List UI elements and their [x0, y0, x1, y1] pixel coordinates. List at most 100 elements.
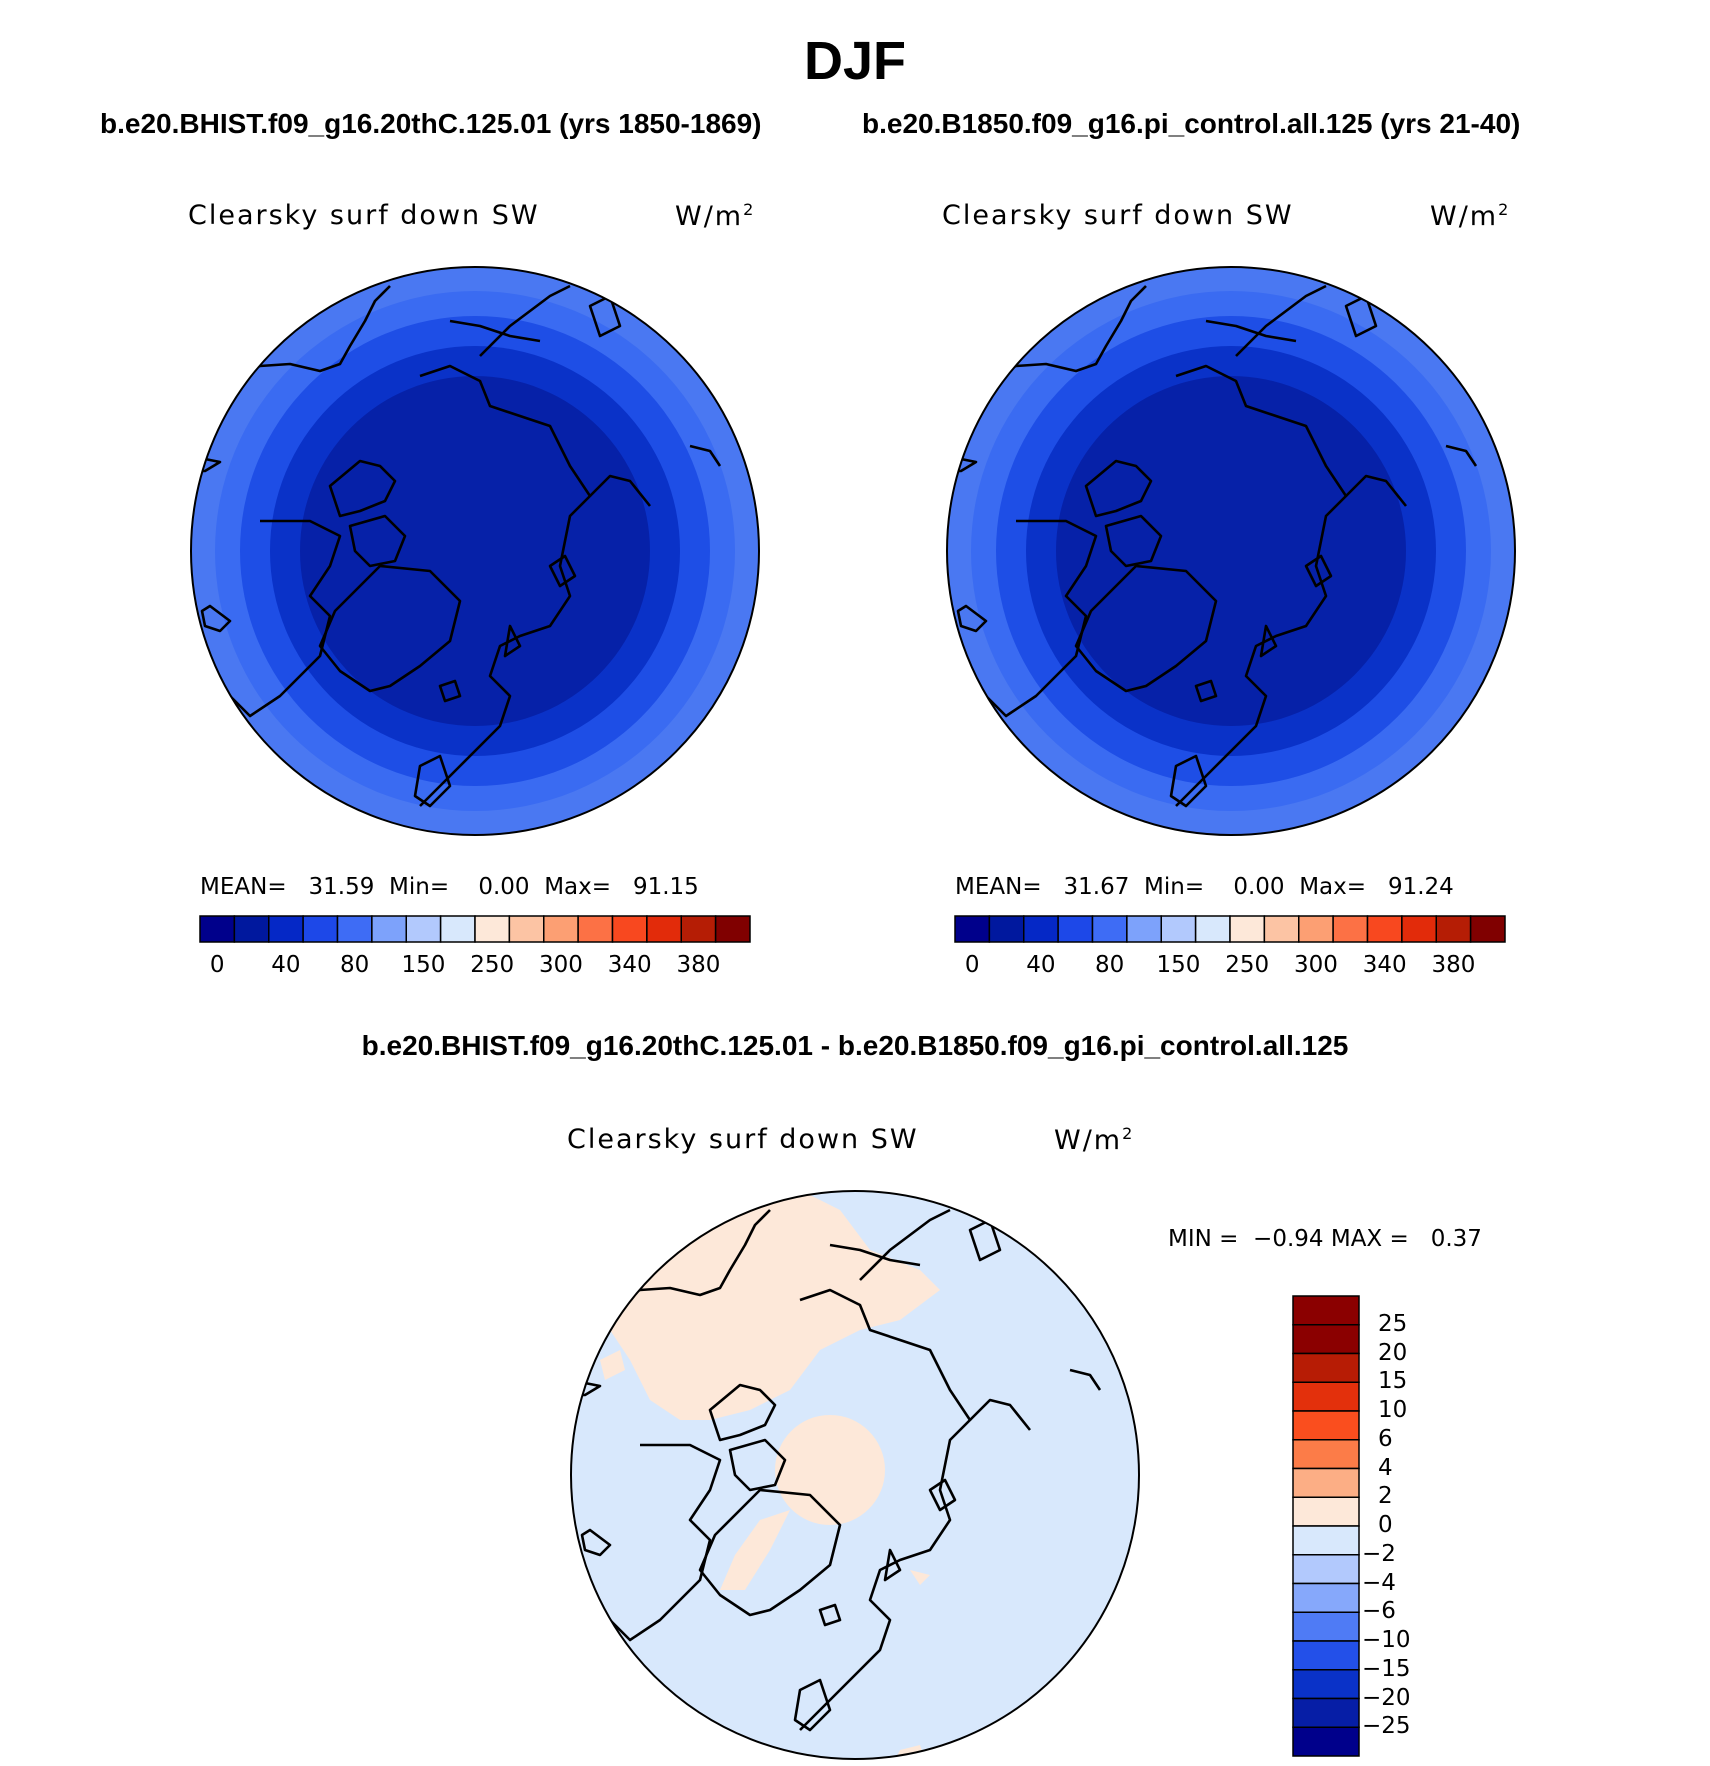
positive-anomaly-regions — [600, 1191, 940, 1759]
colorbar-historical-swatch — [508, 915, 545, 943]
diff-subtitle: b.e20.BHIST.f09_g16.20thC.125.01 - b.e20… — [361, 1030, 1349, 1061]
colorbar-control-swatch — [1194, 915, 1231, 943]
colorbar-historical-tick-label: 380 — [676, 952, 721, 978]
colorbar-historical-swatch — [611, 915, 648, 943]
colorbar-historical-swatch — [439, 915, 476, 943]
colorbar-historical-tick-label: 80 — [340, 952, 370, 978]
colorbar-difference-tick-label: 0 — [1378, 1512, 1393, 1538]
colorbar-difference-tick-label: 15 — [1378, 1368, 1408, 1395]
colorbar-difference-swatch — [1292, 1525, 1360, 1556]
coastlines — [191, 284, 722, 808]
colorbar-historical-swatch — [405, 915, 442, 943]
colorbar-difference-swatch — [1292, 1352, 1360, 1383]
colorbar-difference-swatch — [1292, 1496, 1360, 1527]
colorbar-historical-tick-label: 150 — [401, 952, 446, 978]
colorbar-control-swatch — [1469, 915, 1506, 943]
panel1-units-label: W/m2 — [675, 200, 756, 232]
colorbar-difference-swatch — [1292, 1324, 1360, 1355]
panel2-units-label: W/m2 — [1430, 200, 1511, 232]
colorbar-difference-tick-label: 25 — [1378, 1310, 1408, 1337]
colorbar-control-tick-label: 80 — [1095, 952, 1125, 978]
colorbar-control-swatch — [1298, 915, 1334, 943]
colorbar-difference-tick-label: −25 — [1362, 1713, 1411, 1740]
panel2-variable-label: Clearsky surf down SW — [942, 200, 1294, 231]
coastlines — [571, 1208, 1102, 1732]
colorbar-historical-swatch — [302, 915, 339, 943]
colorbar-control — [954, 915, 1506, 943]
colorbar-control-swatch — [1126, 915, 1162, 943]
diff-units-label: W/m2 — [1054, 1124, 1135, 1156]
shade-ring-5 — [300, 376, 650, 726]
colorbar-control-swatch — [1023, 915, 1059, 943]
shade-ring-5 — [1056, 376, 1406, 726]
colorbar-historical-swatch — [474, 915, 511, 943]
colorbar-difference-swatch — [1292, 1439, 1360, 1470]
colorbar-difference-tick-label: −20 — [1362, 1684, 1411, 1711]
panel2-stats: MEAN= 31.67 Min= 0.00 Max= 91.24 — [955, 874, 1454, 900]
colorbar-historical-tick-label: 250 — [470, 952, 515, 978]
colorbar-control-swatch — [1091, 915, 1128, 943]
colorbar-control-tick-label: 250 — [1225, 952, 1270, 978]
colorbar-historical-swatch — [233, 915, 270, 943]
map-panel-control — [946, 266, 1516, 836]
colorbar-historical-swatch — [371, 915, 407, 943]
panel1-stats: MEAN= 31.59 Min= 0.00 Max= 91.15 — [200, 874, 699, 900]
colorbar-control-tick-label: 300 — [1293, 952, 1338, 978]
page-title: DJF — [803, 31, 906, 91]
colorbar-difference-tick-label: 20 — [1378, 1339, 1408, 1366]
colorbar-difference — [1292, 1295, 1360, 1757]
colorbar-control-swatch — [1263, 915, 1300, 943]
colorbar-difference-tick-label: −2 — [1362, 1540, 1396, 1567]
colorbar-control-swatch — [1160, 915, 1197, 943]
colorbar-control-swatch — [1057, 915, 1094, 943]
colorbar-historical-swatch — [268, 915, 304, 943]
panel1-variable-label: Clearsky surf down SW — [188, 200, 540, 231]
colorbar-historical-tick-label: 340 — [607, 952, 652, 978]
colorbar-difference-tick-label: −6 — [1362, 1598, 1396, 1625]
colorbar-control-swatch — [988, 915, 1025, 943]
colorbar-difference-tick-label: 4 — [1378, 1454, 1393, 1481]
colorbar-historical-swatch — [199, 915, 236, 943]
colorbar-historical-ticks: 0 40 80 150 250 300 340 380 — [200, 952, 750, 982]
colorbar-difference-swatch — [1292, 1726, 1360, 1757]
colorbar-control-swatch — [1401, 915, 1437, 943]
colorbar-difference-tick-label: 10 — [1378, 1397, 1408, 1423]
coastlines — [947, 284, 1478, 808]
diff-minmax: MIN = −0.94 MAX = 0.37 — [1168, 1226, 1482, 1252]
colorbar-control-swatch — [954, 915, 991, 943]
colorbar-historical-swatch — [543, 915, 579, 943]
colorbar-difference-tick-label: −4 — [1362, 1569, 1396, 1596]
colorbar-control-swatch — [1332, 915, 1369, 943]
colorbar-control-tick-label: 0 — [964, 952, 980, 978]
colorbar-difference-tick-label: −15 — [1362, 1655, 1411, 1682]
colorbar-control-ticks: 0 40 80 150 250 300 340 380 — [955, 952, 1505, 982]
subtitle-control: b.e20.B1850.f09_g16.pi_control.all.125 (… — [862, 108, 1521, 139]
colorbar-difference-swatch — [1292, 1611, 1360, 1642]
colorbar-control-swatch — [1366, 915, 1403, 943]
colorbar-historical-swatch — [646, 915, 682, 943]
subtitle-historical: b.e20.BHIST.f09_g16.20thC.125.01 (yrs 18… — [100, 108, 762, 139]
colorbar-historical-tick-label: 0 — [209, 952, 225, 978]
colorbar-historical-swatch — [680, 915, 717, 943]
colorbar-control-tick-label: 340 — [1362, 952, 1407, 978]
colorbar-difference-swatch — [1292, 1582, 1360, 1613]
colorbar-control-tick-label: 150 — [1156, 952, 1201, 978]
colorbar-difference-tick-label: −10 — [1362, 1627, 1411, 1653]
colorbar-historical-swatch — [577, 915, 614, 943]
colorbar-difference-swatch — [1292, 1697, 1360, 1728]
colorbar-historical-tick-label: 40 — [271, 952, 301, 978]
colorbar-difference-swatch — [1292, 1640, 1360, 1671]
colorbar-historical-swatch — [714, 915, 751, 943]
colorbar-control-swatch — [1435, 915, 1472, 943]
colorbar-difference-swatch — [1292, 1554, 1360, 1585]
colorbar-difference-swatch — [1292, 1467, 1360, 1498]
colorbar-difference-swatch — [1292, 1381, 1360, 1412]
colorbar-control-tick-label: 380 — [1431, 952, 1476, 978]
map-panel-difference — [570, 1190, 1140, 1760]
diff-variable-label: Clearsky surf down SW — [567, 1124, 919, 1155]
colorbar-difference-swatch — [1292, 1669, 1360, 1700]
colorbar-control-swatch — [1229, 915, 1266, 943]
colorbar-historical — [199, 915, 751, 943]
map-panel-historical — [190, 266, 760, 836]
colorbar-difference-swatch — [1292, 1295, 1360, 1326]
